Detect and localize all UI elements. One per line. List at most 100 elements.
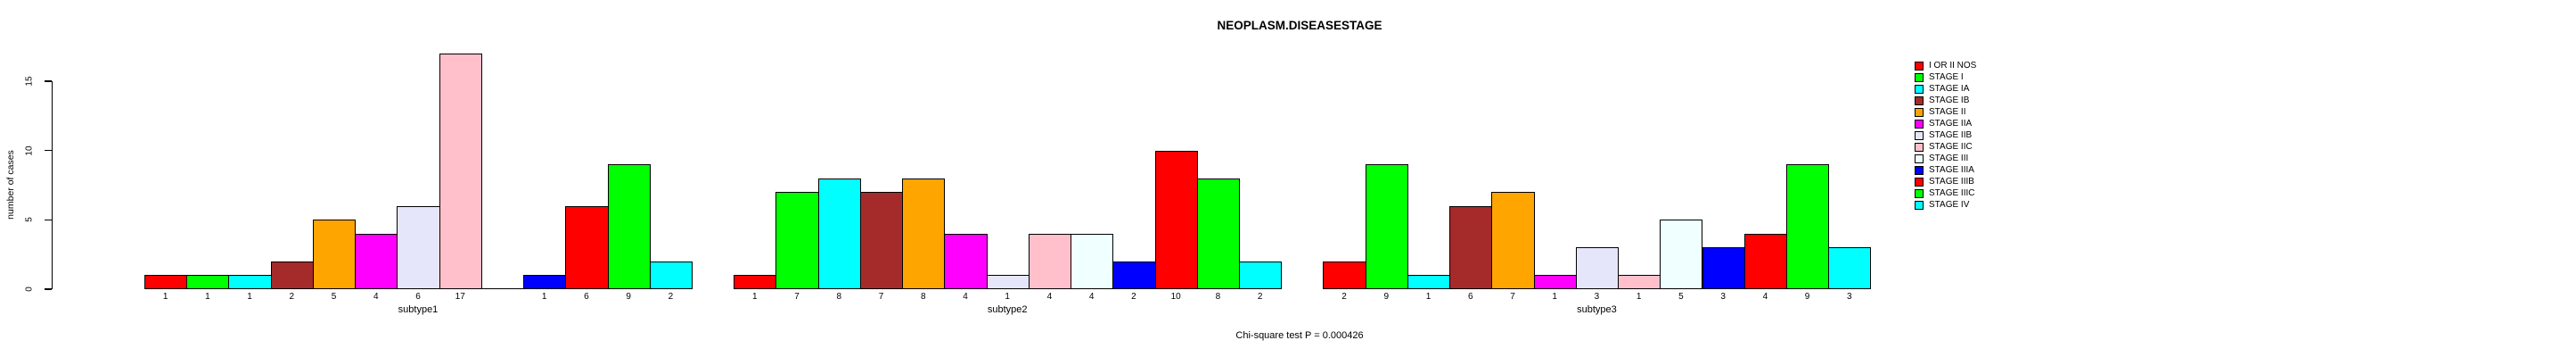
bar-value-label: 5 xyxy=(1678,291,1684,302)
bar-subtype3-stage-i xyxy=(1365,164,1408,289)
y-axis-line xyxy=(51,81,53,289)
y-axis-tick-label: 15 xyxy=(24,76,35,87)
bar-subtype3-stage-iia xyxy=(1533,275,1577,289)
bar-subtype1-stage-iib xyxy=(397,205,440,289)
bar-value-label: 7 xyxy=(794,291,800,302)
y-axis-tick-label: 10 xyxy=(24,145,35,156)
bar-value-label: 1 xyxy=(752,291,758,302)
bar-subtype3-stage-iv xyxy=(1828,247,1872,289)
legend-item-stage-ii: STAGE II xyxy=(1915,106,1966,118)
chi-square-note: Chi-square test P = 0.000426 xyxy=(1235,330,1364,341)
bar-subtype1-stage-iv xyxy=(649,261,693,289)
bar-subtype2-stage-iib xyxy=(986,275,1030,289)
bar-value-label: 9 xyxy=(1804,291,1810,302)
legend-item-stage-iv: STAGE IV xyxy=(1915,199,1969,211)
legend-item-stage-iiia: STAGE IIIA xyxy=(1915,164,1974,176)
bar-subtype2-stage-iv xyxy=(1238,261,1283,289)
bar-subtype1-stage-iia xyxy=(355,233,398,289)
bar-value-label: 8 xyxy=(920,291,926,302)
legend-label: STAGE IIA xyxy=(1929,119,1973,129)
bar-subtype2-stage-ia xyxy=(817,178,861,289)
bar-subtype2-stage-ii xyxy=(902,178,946,289)
legend-swatch-stage-iic xyxy=(1915,142,1924,152)
bar-subtype3-stage-iiic xyxy=(1785,164,1830,289)
bar-value-label: 1 xyxy=(1636,291,1642,302)
bar-value-label: 4 xyxy=(1088,291,1095,302)
legend-swatch-stage-iiic xyxy=(1915,188,1924,198)
legend-item-stage-iib: STAGE IIB xyxy=(1915,129,1972,141)
bar-subtype3-stage-ii xyxy=(1491,192,1535,289)
legend-label: STAGE IIC xyxy=(1929,142,1973,152)
legend-item-stage-iiic: STAGE IIIC xyxy=(1915,187,1975,199)
bar-value-label: 6 xyxy=(1467,291,1473,302)
y-axis-tick xyxy=(44,80,52,82)
y-axis-tick-label: 5 xyxy=(24,217,35,223)
bar-value-label: 4 xyxy=(963,291,968,302)
legend-item-stage-iiib: STAGE IIIB xyxy=(1915,176,1974,187)
legend-swatch-stage-ib xyxy=(1915,95,1924,105)
bar-value-label: 9 xyxy=(1383,291,1390,302)
legend-item-stage-iii: STAGE III xyxy=(1915,153,1968,164)
bar-subtype2-stage-iiib xyxy=(1154,150,1198,289)
group-label-subtype3: subtype3 xyxy=(1577,304,1617,315)
legend-item-stage-ib: STAGE IB xyxy=(1915,95,1969,106)
legend-swatch-stage-iii xyxy=(1915,154,1924,163)
bar-value-label: 3 xyxy=(1720,291,1726,302)
legend-swatch-stage-iia xyxy=(1915,119,1924,129)
legend-label: STAGE IIIA xyxy=(1929,165,1974,175)
bar-value-label: 8 xyxy=(1215,291,1221,302)
bar-subtype2-stage-iic xyxy=(1028,233,1072,289)
bar-value-label: 1 xyxy=(541,291,547,302)
legend-swatch-stage-iiib xyxy=(1915,177,1924,187)
legend-label: STAGE IIIC xyxy=(1929,188,1975,198)
legend-label: STAGE IB xyxy=(1929,95,1970,105)
legend-label: STAGE IIIB xyxy=(1929,177,1974,187)
legend-swatch-stage-iib xyxy=(1915,130,1924,140)
legend-item-i-or-ii-nos: I OR II NOS xyxy=(1915,60,1976,71)
bar-value-label: 2 xyxy=(1257,291,1263,302)
bar-subtype1-stage-iii xyxy=(480,288,525,289)
bar-subtype3-stage-iiia xyxy=(1702,247,1745,289)
bar-value-label: 17 xyxy=(455,291,465,302)
legend-swatch-stage-i xyxy=(1915,72,1924,82)
bar-value-label: 7 xyxy=(1510,291,1515,302)
group-label-subtype2: subtype2 xyxy=(987,304,1028,315)
legend-swatch-stage-iv xyxy=(1915,200,1924,210)
bar-subtype2-stage-iiia xyxy=(1112,261,1156,289)
bar-subtype2-stage-iiic xyxy=(1196,178,1240,289)
y-axis-label: number of cases xyxy=(5,150,16,220)
bar-value-label: 3 xyxy=(1847,291,1852,302)
legend-item-stage-ia: STAGE IA xyxy=(1915,83,1969,95)
bar-subtype1-stage-iic xyxy=(439,53,482,289)
bar-subtype2-stage-iii xyxy=(1071,233,1114,289)
bar-subtype3-stage-iic xyxy=(1618,275,1661,289)
bar-subtype1-stage-iiib xyxy=(565,205,609,289)
bar-value-label: 1 xyxy=(162,291,168,302)
bar-value-label: 8 xyxy=(836,291,842,302)
legend-swatch-i-or-ii-nos xyxy=(1915,61,1924,71)
bar-value-label: 10 xyxy=(1170,291,1181,302)
bar-subtype3-stage-iiib xyxy=(1743,233,1787,289)
bar-subtype1-stage-ia xyxy=(228,275,272,289)
legend-item-stage-iic: STAGE IIC xyxy=(1915,141,1973,153)
bar-subtype1-stage-ii xyxy=(312,220,357,289)
bar-value-label: 5 xyxy=(331,291,337,302)
legend-label: STAGE IIB xyxy=(1929,130,1973,140)
legend-swatch-stage-ia xyxy=(1915,84,1924,94)
y-axis-tick xyxy=(44,150,52,152)
bar-value-label: 1 xyxy=(1425,291,1432,302)
bar-value-label: 2 xyxy=(668,291,674,302)
bar-value-label: 7 xyxy=(878,291,884,302)
bar-value-label: 2 xyxy=(1341,291,1347,302)
legend-swatch-stage-ii xyxy=(1915,107,1924,117)
bar-subtype2-stage-i xyxy=(775,192,819,289)
bar-value-label: 1 xyxy=(205,291,210,302)
bar-value-label: 2 xyxy=(1131,291,1136,302)
bar-subtype1-stage-i xyxy=(186,275,230,289)
bar-value-label: 4 xyxy=(1046,291,1053,302)
bar-subtype1-stage-iiia xyxy=(523,275,567,289)
bar-subtype2-stage-iia xyxy=(944,233,988,289)
chart-title: NEOPLASM.DISEASESTAGE xyxy=(1217,19,1382,32)
legend-label: I OR II NOS xyxy=(1929,61,1977,71)
